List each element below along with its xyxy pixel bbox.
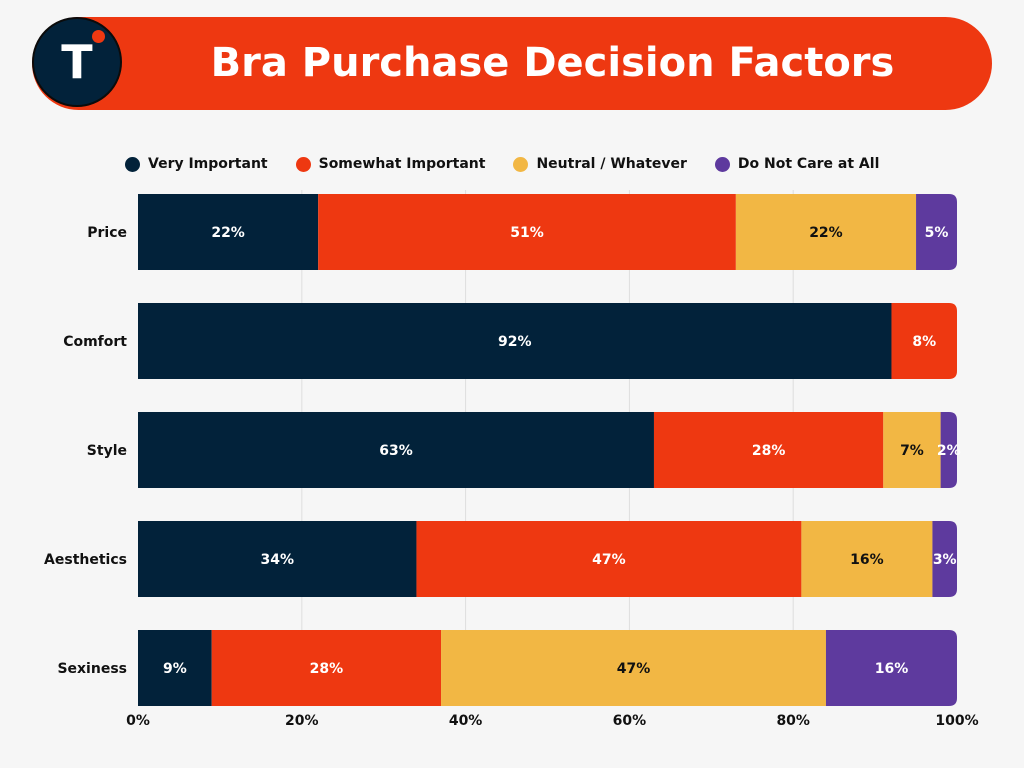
- x-tick-label: 40%: [449, 713, 483, 729]
- legend-label: Very Important: [148, 156, 268, 172]
- bar-row: [138, 303, 957, 379]
- bar-segment: [138, 521, 417, 597]
- data-label: 7%: [900, 443, 924, 459]
- data-label: 8%: [912, 334, 936, 350]
- category-label: Aesthetics: [44, 552, 127, 568]
- bar-segment: [932, 521, 957, 597]
- legend-item-somewhat-important: Somewhat Important: [295, 156, 486, 172]
- logo-dot: [92, 30, 105, 43]
- data-label: 22%: [211, 225, 245, 241]
- bar-segment: [801, 521, 933, 597]
- data-label: 16%: [850, 552, 884, 568]
- legend-swatch: [513, 156, 529, 172]
- bar-segment: [441, 630, 826, 706]
- bar-segment: [916, 194, 957, 270]
- title-banner: [32, 17, 992, 110]
- bar-segment: [138, 412, 654, 488]
- x-tick-label: 100%: [935, 713, 978, 729]
- data-label: 51%: [510, 225, 544, 241]
- data-label: 34%: [260, 552, 294, 568]
- bar-row: [138, 630, 957, 706]
- x-tick-label: 20%: [285, 713, 319, 729]
- bar-row: [138, 194, 957, 270]
- logo-letter: T: [61, 35, 93, 89]
- bar-segment: [416, 521, 802, 597]
- bar-segment: [735, 194, 917, 270]
- data-label: 47%: [592, 552, 626, 568]
- category-label: Comfort: [63, 334, 127, 350]
- data-label: 47%: [617, 661, 651, 677]
- bar-segment: [825, 630, 957, 706]
- data-label: 28%: [310, 661, 344, 677]
- data-label: 9%: [163, 661, 187, 677]
- chart-title: Bra Purchase Decision Factors: [210, 40, 895, 86]
- data-label: 3%: [933, 552, 957, 568]
- category-label: Sexiness: [57, 661, 127, 677]
- data-label: 2%: [937, 443, 961, 459]
- category-label: Style: [87, 443, 127, 459]
- bar-segment: [883, 412, 941, 488]
- legend-item-very-important: Very Important: [125, 156, 268, 172]
- brand-logo-icon: T: [32, 17, 122, 107]
- bar-segment: [891, 303, 957, 379]
- x-tick-label: 60%: [613, 713, 647, 729]
- data-label: 28%: [752, 443, 786, 459]
- category-label: Price: [87, 225, 127, 241]
- bar-segment: [138, 630, 212, 706]
- legend-label: Somewhat Important: [318, 156, 486, 172]
- data-label: 16%: [875, 661, 909, 677]
- legend-swatch: [714, 156, 730, 172]
- legend-swatch: [125, 156, 140, 172]
- bar-segment: [138, 194, 319, 270]
- data-label: 92%: [498, 334, 532, 350]
- bar-row: [138, 412, 957, 488]
- chart-legend: Very Important Somewhat Important Neutra…: [125, 152, 879, 176]
- legend-item-do-not-care: Do Not Care at All: [714, 156, 880, 172]
- bar-segment: [653, 412, 884, 488]
- bar-row: [138, 521, 957, 597]
- x-tick-label: 80%: [776, 713, 810, 729]
- bar-segment: [318, 194, 736, 270]
- x-tick-label: 0%: [126, 713, 150, 729]
- legend-item-neutral: Neutral / Whatever: [513, 156, 687, 172]
- bar-segment: [940, 412, 957, 488]
- data-label: 5%: [925, 225, 949, 241]
- bar-segment: [211, 630, 442, 706]
- legend-label: Neutral / Whatever: [536, 156, 687, 172]
- data-label: 22%: [809, 225, 843, 241]
- legend-swatch: [295, 156, 311, 172]
- data-label: 63%: [379, 443, 413, 459]
- bar-segment: [138, 303, 892, 379]
- legend-label: Do Not Care at All: [737, 156, 880, 172]
